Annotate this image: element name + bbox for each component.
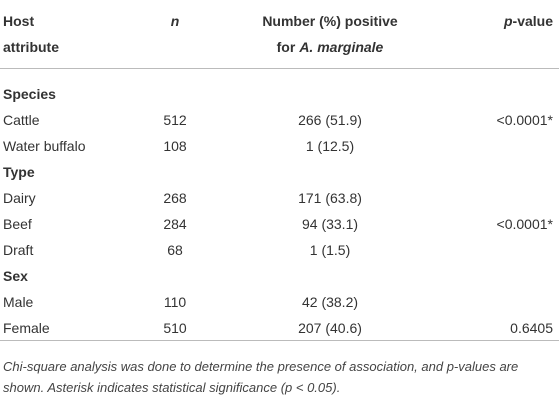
header-positive-1: Number (%) positive (262, 13, 398, 29)
header-p-rest: -value (512, 13, 553, 29)
header-species: A. marginale (299, 39, 384, 55)
header-rule (0, 68, 559, 69)
row-n: 284 (163, 216, 187, 232)
row-label: Cattle (3, 112, 40, 128)
group-name: Type (3, 164, 35, 180)
row-p-value: <0.0001* (496, 216, 553, 232)
footnote: Chi-square analysis was done to determin… (3, 359, 519, 395)
row-n: 108 (163, 138, 187, 154)
group-name: Species (3, 86, 56, 102)
group-name: Sex (3, 268, 28, 284)
row-n: 268 (163, 190, 187, 206)
row-label: Beef (3, 216, 32, 232)
row-label: Dairy (3, 190, 36, 206)
row-positive: 171 (63.8) (298, 190, 362, 206)
row-label: Draft (3, 242, 34, 258)
row-positive: 1 (1.5) (309, 242, 351, 258)
header-host-2: attribute (3, 39, 59, 55)
header-positive-2: for A. marginale (277, 38, 384, 56)
row-p-value: 0.6405 (510, 320, 553, 336)
header-for: for (276, 39, 296, 55)
row-label: Male (3, 294, 34, 310)
header-p: p-value (504, 12, 553, 30)
header-p-italic: p (503, 13, 513, 29)
row-positive: 94 (33.1) (301, 216, 359, 232)
row-label: Water buffalo (3, 138, 86, 154)
bottom-rule (0, 340, 559, 341)
header-n: n (170, 13, 180, 29)
row-n: 110 (163, 294, 187, 310)
row-positive: 207 (40.6) (298, 320, 362, 336)
row-label: Female (3, 320, 50, 336)
row-positive: 42 (38.2) (301, 294, 359, 310)
row-n: 512 (163, 112, 187, 128)
row-n: 68 (167, 242, 183, 258)
row-positive: 266 (51.9) (298, 112, 362, 128)
row-positive: 1 (12.5) (305, 138, 355, 154)
header-host-1: Host (3, 13, 35, 29)
row-p-value: <0.0001* (496, 112, 553, 128)
row-n: 510 (163, 320, 187, 336)
